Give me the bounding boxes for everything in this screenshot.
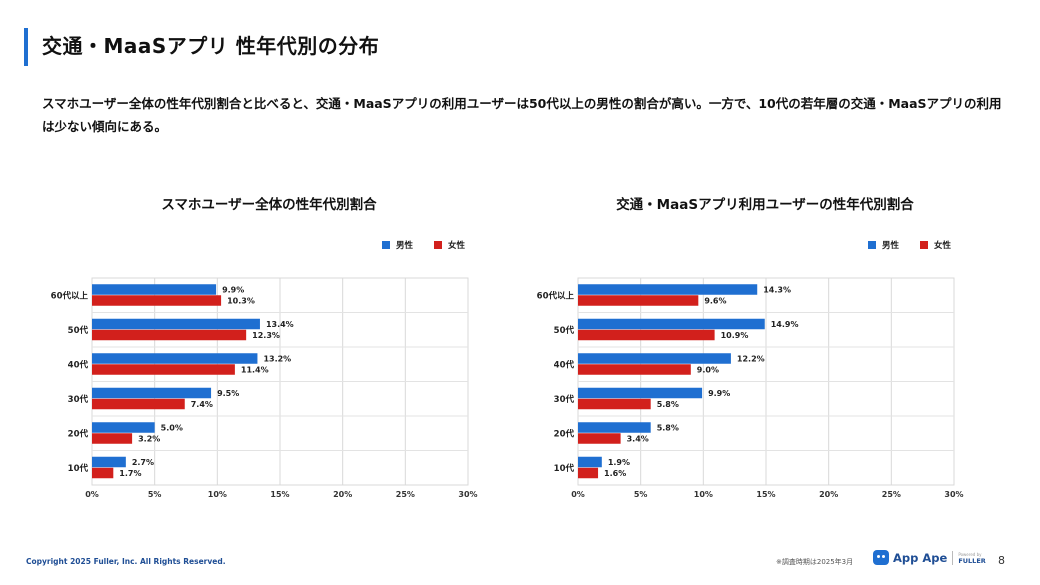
x-tick-label: 20% <box>819 490 838 499</box>
legend-label: 男性 <box>396 240 414 251</box>
x-tick-label: 0% <box>85 490 99 499</box>
data-label: 3.4% <box>627 434 649 443</box>
data-label: 9.9% <box>708 389 730 398</box>
data-label: 13.4% <box>266 320 294 329</box>
data-label: 1.6% <box>604 469 626 478</box>
x-tick-label: 10% <box>208 490 227 499</box>
x-tick-label: 25% <box>882 490 901 499</box>
bar-female <box>578 364 691 375</box>
bar-male <box>92 387 212 399</box>
data-label: 11.4% <box>241 365 269 374</box>
title-accent-bar <box>24 28 28 66</box>
bar-male <box>578 387 703 399</box>
x-tick-label: 15% <box>756 490 775 499</box>
legend-label: 女性 <box>448 240 466 251</box>
chart-1-overall-users: 0% 5% 10% 15% 20% 25% 30% 男性 女性 60代以上 9.9% 10.3% 50代… <box>51 240 478 499</box>
data-label: 10.3% <box>227 296 255 305</box>
logo-divider <box>952 550 954 565</box>
bar-male <box>578 318 765 330</box>
app-ape-logo: App Ape Powered by FULLER <box>873 550 986 565</box>
category-label: 10代 <box>68 463 89 474</box>
x-tick-label: 20% <box>333 490 352 499</box>
data-label: 9.0% <box>697 365 719 374</box>
data-label: 5.0% <box>161 423 183 432</box>
data-label: 14.3% <box>763 285 791 294</box>
data-label: 14.9% <box>771 320 799 329</box>
x-tick-label: 30% <box>458 490 477 499</box>
bar-male <box>578 456 602 468</box>
data-label: 9.5% <box>217 389 239 398</box>
category-label: 60代以上 <box>537 290 575 301</box>
app-ape-icon <box>873 550 889 565</box>
bar-male <box>578 284 758 295</box>
bar-male <box>92 353 258 364</box>
survey-note: ※調査時期は2025年3月 <box>776 558 854 566</box>
data-label: 12.2% <box>737 354 765 363</box>
category-label: 50代 <box>554 325 575 336</box>
data-label: 5.8% <box>657 400 679 409</box>
x-tick-label: 30% <box>944 490 963 499</box>
bar-female <box>92 433 133 444</box>
chart-1-title: スマホユーザー全体の性年代別割合 <box>161 197 377 213</box>
slide-description: スマホユーザー全体の性年代別割合と比べると、交通・MaaSアプリの利用ユーザーは… <box>42 96 1002 134</box>
bar-female <box>578 398 651 410</box>
data-label: 5.8% <box>657 423 679 432</box>
data-label: 13.2% <box>263 354 291 363</box>
x-tick-label: 10% <box>694 490 713 499</box>
bar-female <box>92 295 222 306</box>
data-label: 9.9% <box>222 285 244 294</box>
x-tick-label: 25% <box>396 490 415 499</box>
bar-male <box>92 422 155 433</box>
x-tick-label: 5% <box>148 490 162 499</box>
data-label: 12.3% <box>252 331 280 340</box>
bar-female <box>578 329 715 341</box>
bar-male <box>92 456 126 468</box>
chart-2-maas-users: 0% 5% 10% 15% 20% 25% 30% 男性 女性 60代以上 14.3% 9.6% 50代… <box>537 240 964 499</box>
data-label: 10.9% <box>721 331 749 340</box>
bar-male <box>578 422 651 433</box>
category-label: 10代 <box>554 463 575 474</box>
data-label: 3.2% <box>138 434 160 443</box>
fuller-text: FULLER <box>958 556 986 565</box>
powered-by-fuller: Powered by FULLER <box>958 551 985 565</box>
category-label: 60代以上 <box>51 290 89 301</box>
legend-swatch <box>920 241 928 249</box>
bar-female <box>92 467 114 479</box>
chart-2-title: 交通・MaaSアプリ利用ユーザーの性年代別割合 <box>616 197 914 213</box>
bar-female <box>92 364 235 375</box>
category-label: 20代 <box>68 428 89 439</box>
data-label: 2.7% <box>132 458 154 467</box>
bar-female <box>92 329 247 341</box>
x-tick-label: 0% <box>571 490 585 499</box>
x-tick-label: 5% <box>634 490 648 499</box>
category-label: 40代 <box>68 359 89 370</box>
bar-male <box>578 353 731 364</box>
category-label: 30代 <box>554 394 575 405</box>
legend-label: 女性 <box>934 240 952 251</box>
bar-female <box>578 433 621 444</box>
powered-by-text: Powered by <box>958 551 982 557</box>
bar-male <box>92 284 217 295</box>
legend-swatch <box>434 241 442 249</box>
data-label: 1.7% <box>119 469 141 478</box>
data-label: 9.6% <box>704 296 726 305</box>
bar-female <box>578 295 699 306</box>
bar-male <box>92 318 260 330</box>
page-number: 8 <box>998 554 1005 567</box>
category-label: 30代 <box>68 394 89 405</box>
bar-female <box>578 467 599 479</box>
bar-female <box>92 398 185 410</box>
copyright-text: Copyright 2025 Fuller, Inc. All Rights R… <box>26 557 226 566</box>
logo-brand-text: App Ape <box>893 550 948 565</box>
legend-label: 男性 <box>882 240 900 251</box>
category-label: 50代 <box>68 325 89 336</box>
slide-title: 交通・MaaSアプリ 性年代別の分布 <box>42 34 380 58</box>
category-label: 40代 <box>554 359 575 370</box>
legend-swatch <box>868 241 876 249</box>
x-tick-label: 15% <box>270 490 289 499</box>
category-label: 20代 <box>554 428 575 439</box>
data-label: 1.9% <box>608 458 630 467</box>
data-label: 7.4% <box>191 400 213 409</box>
legend-swatch <box>382 241 390 249</box>
